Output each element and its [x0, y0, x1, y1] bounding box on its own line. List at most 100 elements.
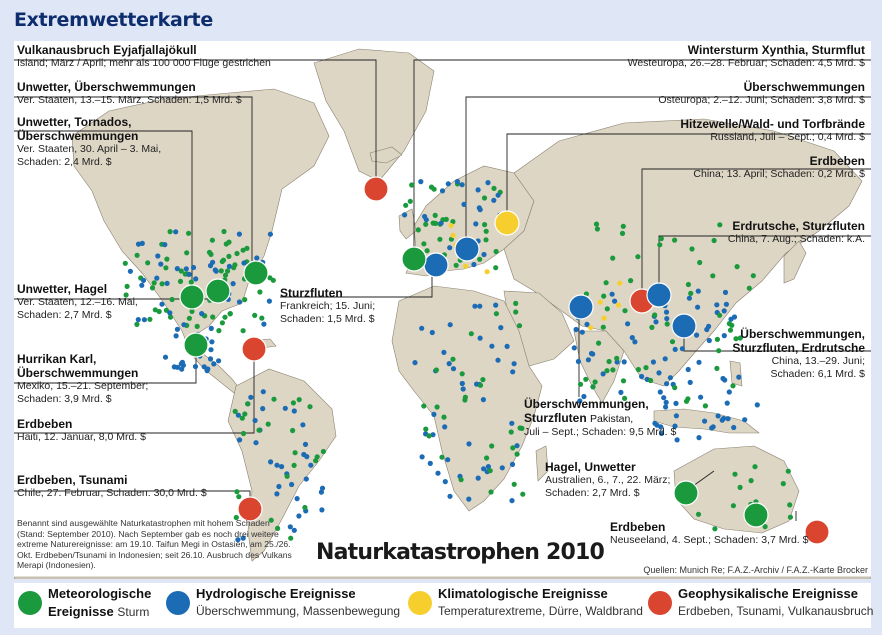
leader-line — [14, 345, 197, 384]
caption-xynthia: Wintersturm Xynthia, Sturmflut Westeurop… — [628, 43, 865, 70]
leader-line — [14, 96, 253, 271]
event-dot-small — [152, 307, 158, 313]
event-dot-small — [188, 279, 194, 285]
event-dot-small — [431, 411, 437, 417]
event-dot-small — [167, 310, 173, 316]
event-dot-small — [604, 306, 610, 312]
caption-detail: Russland, Juli – Sept.; 0,4 Mrd. $ — [710, 131, 865, 143]
event-dot-small — [226, 253, 232, 259]
event-dot-small — [211, 361, 217, 367]
event-dot-small — [514, 443, 520, 449]
event-dot-small — [173, 229, 179, 235]
event-dot-small — [208, 347, 214, 353]
event-dot-small — [787, 514, 794, 520]
event-dot-small — [223, 241, 229, 247]
event-dot-small — [513, 300, 519, 306]
legend: Meteorologische Ereignisse Sturm Hydrolo… — [14, 583, 874, 628]
event-dot-small — [603, 280, 609, 286]
event-dot-small — [721, 308, 727, 314]
event-dot-small — [688, 290, 694, 296]
event-dot-small — [714, 302, 720, 308]
event-dot-small — [426, 433, 432, 439]
event-dot-small — [447, 245, 453, 251]
event-dot-small — [270, 277, 276, 283]
event-marker-geophysical — [237, 496, 263, 522]
event-dot-small — [514, 451, 520, 457]
event-marker-geophysical — [804, 519, 830, 545]
event-dot-small — [319, 507, 325, 513]
event-dot-small — [622, 395, 628, 401]
event-dot-small — [181, 322, 187, 328]
event-dot-small — [220, 257, 227, 263]
event-dot-small — [296, 397, 302, 403]
event-dot-small — [511, 361, 517, 367]
event-dot-small — [419, 454, 425, 460]
event-dot-small — [254, 255, 260, 261]
event-dot-small — [462, 397, 468, 403]
caption-detail: Juli – Sept.; Schaden: 9,5 Mrd. $ — [524, 426, 677, 438]
event-dot-small — [427, 460, 433, 466]
caption-title: Sturzfluten — [280, 286, 343, 300]
legend-desc: Erdbeben, Tsunami, Vulkanausbruch — [678, 604, 874, 618]
event-dot-small — [274, 462, 280, 468]
event-dot-small — [483, 237, 489, 243]
event-dot-small — [717, 312, 723, 318]
event-dot-small — [721, 333, 727, 339]
event-dot-small — [216, 328, 222, 334]
event-dot-small — [237, 437, 243, 443]
caption-hagel-australien: Hagel, Unwetter Australien, 6., 7., 22. … — [545, 460, 670, 499]
event-dot-small — [155, 253, 161, 259]
caption-detail-2: Schaden: 2,4 Mrd. $ — [17, 155, 112, 168]
event-dot-small — [484, 455, 490, 461]
leader-line — [641, 168, 871, 303]
legend-desc: Temperaturextreme, Dürre, Waldbrand — [438, 604, 643, 618]
event-dot-small — [625, 321, 631, 327]
event-dot-small — [162, 242, 168, 248]
event-dot-small — [662, 356, 668, 362]
event-marker-meteorological — [183, 332, 209, 358]
caption-unwetter-maerz: Unwetter, Überschwemmungen Ver. Staaten,… — [17, 80, 242, 107]
event-dot-small — [596, 340, 602, 346]
event-dot-small — [489, 343, 495, 349]
event-dot-small — [685, 366, 691, 373]
event-dot-small — [134, 252, 140, 258]
world-map-panel: Vulkanausbruch Eyjafjallajökull Island; … — [14, 41, 871, 579]
event-dot-small — [673, 413, 680, 419]
event-dot-small — [123, 292, 129, 298]
legend-dot — [166, 591, 190, 615]
event-dot-small — [441, 349, 447, 355]
event-dot-small — [664, 316, 670, 322]
event-dot-small — [225, 268, 231, 274]
caption-title: Erdbeben, Tsunami — [17, 473, 128, 487]
event-dot-small — [235, 537, 241, 543]
iceland — [369, 146, 403, 164]
caption-title: Überschwemmungen, — [524, 397, 649, 411]
caption-detail: China, 13.–29. Juni; — [771, 355, 865, 367]
event-dot-small — [242, 411, 248, 417]
caption-title: Erdrutsche, Sturzfluten — [732, 219, 865, 233]
caption-title: Wintersturm Xynthia, Sturmflut — [687, 43, 865, 57]
event-dot-small — [592, 379, 598, 385]
event-dot-small — [762, 524, 768, 530]
event-dot-small — [481, 251, 487, 258]
caption-detail: Ver. Staaten, 13.–15. März, Schaden: 1,5… — [17, 94, 242, 106]
event-dot-small — [216, 358, 222, 364]
event-dot-small — [477, 207, 483, 213]
event-dot-small — [480, 377, 486, 383]
event-dot-small — [687, 379, 693, 385]
event-dot-small — [724, 400, 730, 406]
event-dot-small — [620, 378, 627, 384]
event-dot-small — [412, 360, 418, 366]
event-dot-small — [663, 399, 669, 405]
event-dot-small — [652, 312, 658, 318]
leader-line — [280, 271, 433, 298]
event-dot-small — [438, 220, 444, 226]
event-dot-small — [230, 281, 236, 287]
event-dot-small — [303, 476, 309, 482]
event-dot-small — [435, 470, 441, 476]
event-dot-small — [590, 384, 596, 390]
event-dot-small — [482, 222, 488, 228]
map-sources: Quellen: Munich Re; F.A.Z.-Archiv / F.A.… — [643, 565, 868, 575]
event-dot-small — [242, 297, 248, 303]
event-dot-small — [256, 427, 262, 433]
